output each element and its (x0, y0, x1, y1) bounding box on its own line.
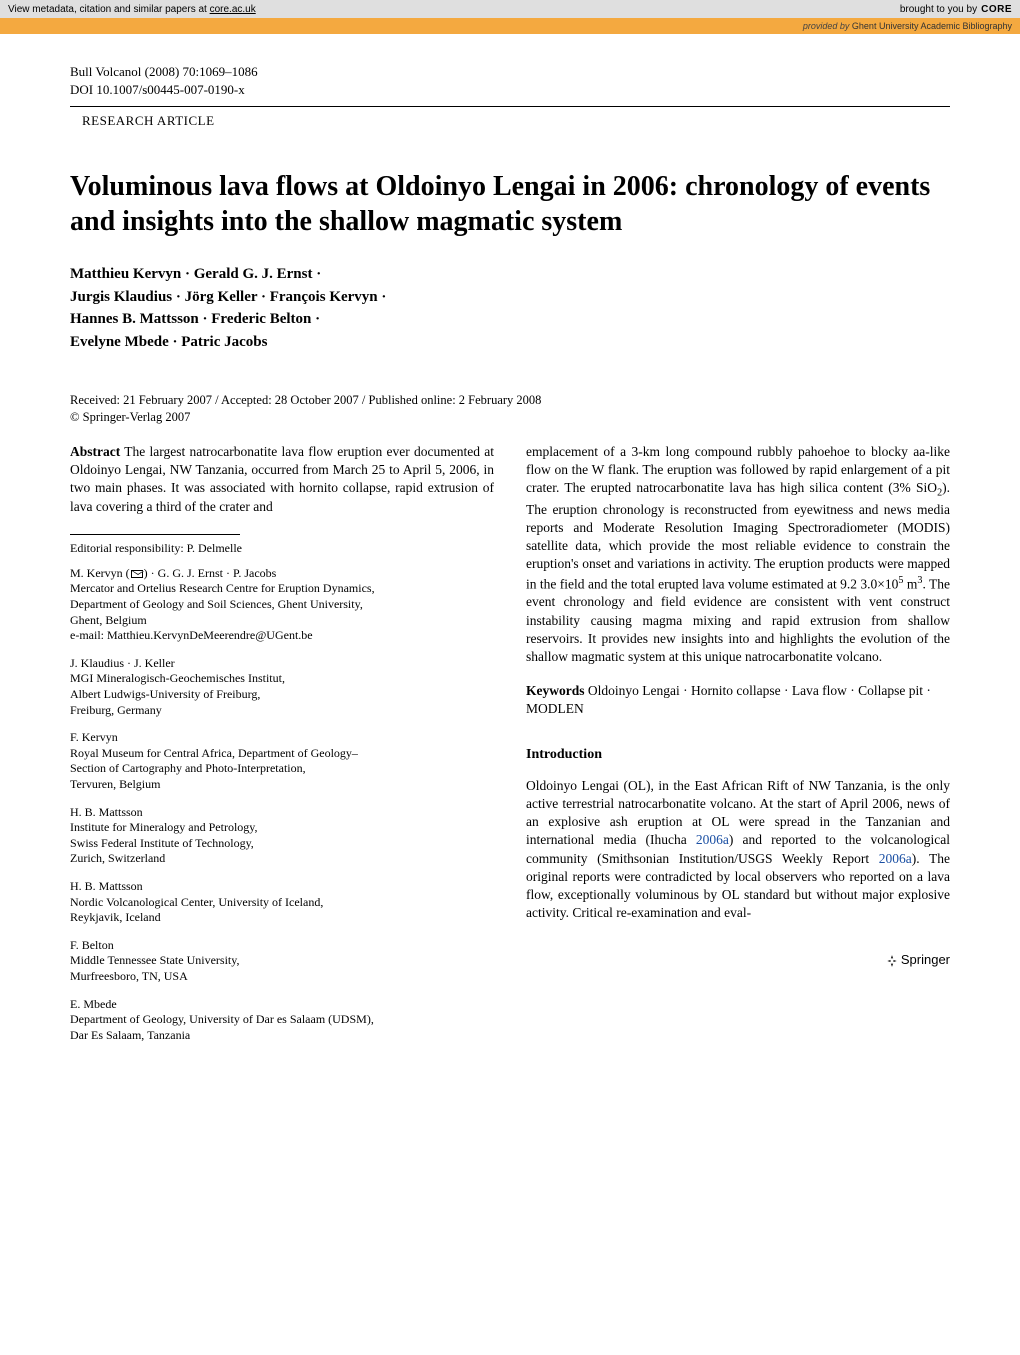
abstract-left: Abstract The largest natrocarbonatite la… (70, 443, 494, 516)
affiliation-names: M. Kervyn () · G. G. J. Ernst · P. Jacob… (70, 566, 494, 582)
affiliations: M. Kervyn () · G. G. J. Ernst · P. Jacob… (70, 566, 494, 1043)
volume-pm: 3.0×10 (860, 576, 898, 591)
two-column-body: Abstract The largest natrocarbonatite la… (70, 443, 950, 1055)
author-line: Matthieu Kervyn · Gerald G. J. Ernst · (70, 263, 950, 286)
affiliation-line: Section of Cartography and Photo-Interpr… (70, 761, 494, 777)
affiliation-names: J. Klaudius · J. Keller (70, 656, 494, 672)
springer-footer: Springer (526, 952, 950, 968)
article-dates: Received: 21 February 2007 / Accepted: 2… (70, 393, 950, 408)
banner-metadata-prefix: View metadata, citation and similar pape… (8, 4, 210, 15)
brought-by-label: brought to you by (900, 4, 977, 15)
affiliation-block: J. Klaudius · J. KellerMGI Mineralogisch… (70, 656, 494, 718)
affiliation-line: Swiss Federal Institute of Technology, (70, 836, 494, 852)
journal-citation: Bull Volcanol (2008) 70:1069–1086 (70, 64, 950, 80)
author-line: Hannes B. Mattsson · Frederic Belton · (70, 308, 950, 331)
article-type: RESEARCH ARTICLE (70, 113, 950, 129)
banner-metadata-text: View metadata, citation and similar pape… (8, 4, 256, 15)
affiliation-names: F. Kervyn (70, 730, 494, 746)
affiliation-block: M. Kervyn () · G. G. J. Ernst · P. Jacob… (70, 566, 494, 644)
affiliation-line: Murfreesboro, TN, USA (70, 969, 494, 985)
provided-by-label: provided by (803, 21, 852, 31)
affiliation-block: H. B. MattssonInstitute for Mineralogy a… (70, 805, 494, 867)
keywords-label: Keywords (526, 683, 585, 698)
abstract-label: Abstract (70, 444, 120, 459)
affiliation-line: Department of Geology, University of Dar… (70, 1012, 494, 1028)
affiliation-line: Department of Geology and Soil Sciences,… (70, 597, 494, 613)
affiliation-line: Institute for Mineralogy and Petrology, (70, 820, 494, 836)
left-column: Abstract The largest natrocarbonatite la… (70, 443, 494, 1055)
abstract-text-r2: ). The eruption chronology is reconstruc… (526, 480, 950, 591)
header-rule (70, 106, 950, 107)
envelope-icon (131, 570, 143, 578)
affiliation-names: E. Mbede (70, 997, 494, 1013)
affiliation-line: Ghent, Belgium (70, 613, 494, 629)
affiliation-line: Nordic Volcanological Center, University… (70, 895, 494, 911)
affiliation-line: Reykjavik, Iceland (70, 910, 494, 926)
introduction-heading: Introduction (526, 747, 950, 763)
author-line: Jurgis Klaudius · Jörg Keller · François… (70, 286, 950, 309)
core-banner-top: View metadata, citation and similar pape… (0, 0, 1020, 18)
affiliation-line: e-mail: Matthieu.KervynDeMeerendre@UGent… (70, 628, 494, 644)
springer-logo-icon (885, 954, 899, 968)
copyright: © Springer-Verlag 2007 (70, 410, 950, 425)
author-line: Evelyne Mbede · Patric Jacobs (70, 331, 950, 354)
provider-name: Ghent University Academic Bibliography (852, 21, 1012, 31)
affiliation-block: H. B. MattssonNordic Volcanological Cent… (70, 879, 494, 926)
affiliation-line: Mercator and Ortelius Research Centre fo… (70, 581, 494, 597)
abstract-right: emplacement of a 3-km long compound rubb… (526, 443, 950, 666)
affiliation-line: Zurich, Switzerland (70, 851, 494, 867)
citation-link[interactable]: 2006a (696, 832, 729, 847)
affiliation-block: F. KervynRoyal Museum for Central Africa… (70, 730, 494, 792)
affiliation-block: E. MbedeDepartment of Geology, Universit… (70, 997, 494, 1044)
affiliation-line: Dar Es Salaam, Tanzania (70, 1028, 494, 1044)
abstract-text-r1: emplacement of a 3-km long compound rubb… (526, 444, 950, 495)
affiliation-line: Royal Museum for Central Africa, Departm… (70, 746, 494, 762)
affiliation-names: H. B. Mattsson (70, 805, 494, 821)
citation-link[interactable]: 2006a (879, 851, 912, 866)
doi: DOI 10.1007/s00445-007-0190-x (70, 82, 950, 98)
affiliation-line: Freiburg, Germany (70, 703, 494, 719)
affiliation-line: MGI Mineralogisch-Geochemisches Institut… (70, 671, 494, 687)
keywords-text: Oldoinyo Lengai · Hornito collapse · Lav… (526, 683, 931, 716)
banner-right: brought to you by CORE (900, 4, 1012, 15)
core-banner-bottom: provided by Ghent University Academic Bi… (0, 18, 1020, 34)
article-title: Voluminous lava flows at Oldoinyo Lengai… (70, 169, 950, 239)
volume-unit: m (903, 576, 917, 591)
keywords: Keywords Oldoinyo Lengai · Hornito colla… (526, 682, 950, 718)
authors-block: Matthieu Kervyn · Gerald G. J. Ernst · J… (70, 263, 950, 353)
affiliation-line: Tervuren, Belgium (70, 777, 494, 793)
affiliation-names: H. B. Mattsson (70, 879, 494, 895)
core-link[interactable]: core.ac.uk (210, 4, 256, 15)
affiliation-line: Middle Tennessee State University, (70, 953, 494, 969)
introduction-body: Oldoinyo Lengai (OL), in the East Africa… (526, 777, 950, 923)
editorial-rule (70, 534, 240, 535)
affiliation-names: F. Belton (70, 938, 494, 954)
editorial-responsibility: Editorial responsibility: P. Delmelle (70, 541, 494, 556)
springer-text: Springer (901, 952, 950, 967)
abstract-text-left: The largest natrocarbonatite lava flow e… (70, 444, 494, 514)
page-content: Bull Volcanol (2008) 70:1069–1086 DOI 10… (0, 34, 1020, 1105)
affiliation-block: F. BeltonMiddle Tennessee State Universi… (70, 938, 494, 985)
right-column: emplacement of a 3-km long compound rubb… (526, 443, 950, 1055)
affiliation-line: Albert Ludwigs-University of Freiburg, (70, 687, 494, 703)
core-brand: CORE (981, 4, 1012, 15)
